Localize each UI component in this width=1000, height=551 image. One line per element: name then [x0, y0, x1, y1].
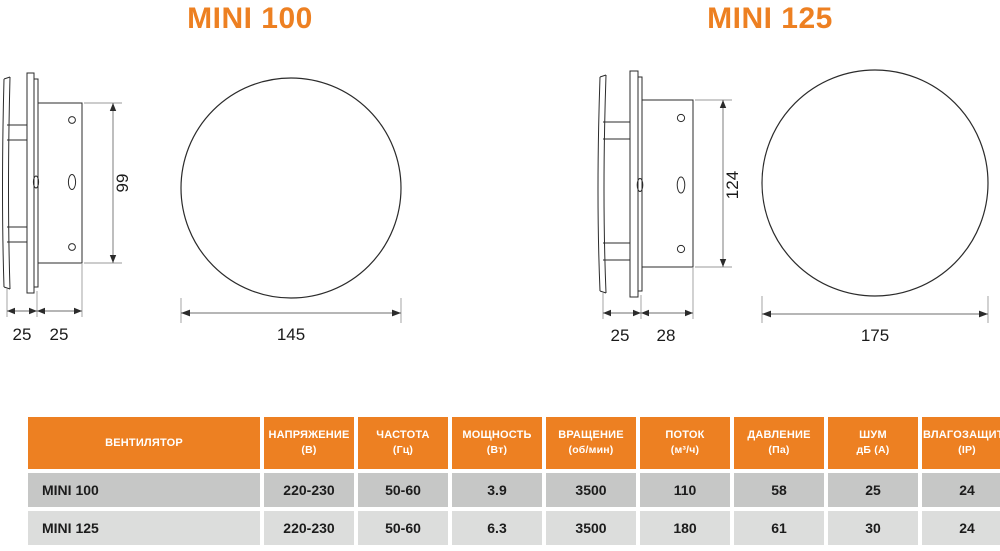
column-header-ip: ВЛАГОЗАЩИТА (IP)	[922, 417, 1000, 469]
cell-voltage: 220-230	[264, 511, 354, 545]
column-unit: (В)	[301, 444, 317, 457]
product-title-mini-100: MINI 100	[187, 2, 313, 35]
cell-ip: 24	[922, 511, 1000, 545]
dim-side-depth-body-mini-100: 25	[50, 325, 69, 344]
cell-power: 6.3	[452, 511, 542, 545]
column-unit: (IP)	[958, 444, 976, 457]
cell-noise: 25	[828, 473, 918, 507]
cell-voltage: 220-230	[264, 473, 354, 507]
column-header-frequency: ЧАСТОТА (Гц)	[358, 417, 448, 469]
cell-rotation: 3500	[546, 511, 636, 545]
column-label: ДАВЛЕНИЕ	[747, 429, 811, 442]
column-label: НАПРЯЖЕНИЕ	[268, 429, 350, 442]
column-unit: (Па)	[768, 444, 790, 457]
dim-side-height-mini-125: 124	[723, 171, 742, 199]
column-unit: (м³/ч)	[670, 444, 700, 457]
product-title-mini-125: MINI 125	[707, 2, 833, 35]
column-label: ВЛАГОЗАЩИТА	[923, 429, 1000, 442]
cell-fan-name: MINI 125	[28, 511, 260, 545]
column-unit: (Вт)	[486, 444, 508, 457]
cell-ip: 24	[922, 473, 1000, 507]
column-label: ВЕНТИЛЯТОР	[105, 436, 183, 449]
dim-side-depth-front-mini-100: 25	[13, 325, 32, 344]
face-view-mini-125: 175	[761, 69, 989, 345]
column-unit: (Гц)	[392, 444, 414, 457]
side-view-mini-125: 124 25 28	[597, 70, 742, 345]
column-header-fan: ВЕНТИЛЯТОР	[28, 417, 260, 469]
cell-fan-name: MINI 100	[28, 473, 260, 507]
side-view-mini-100: 99 25 25	[2, 72, 132, 344]
cell-frequency: 50-60	[358, 473, 448, 507]
column-label: ЧАСТОТА	[376, 429, 430, 442]
table-row: MINI 100 220-230 50-60 3.9 3500 110 58 2…	[28, 473, 1000, 507]
specifications-table: ВЕНТИЛЯТОР НАПРЯЖЕНИЕ (В) ЧАСТОТА (Гц) М…	[24, 413, 1000, 549]
cell-power: 3.9	[452, 473, 542, 507]
table-header-row: ВЕНТИЛЯТОР НАПРЯЖЕНИЕ (В) ЧАСТОТА (Гц) М…	[28, 417, 1000, 469]
cell-noise: 30	[828, 511, 918, 545]
technical-drawings-area: 99 25 25 145	[0, 55, 1000, 395]
column-unit: (об/мин)	[568, 444, 614, 457]
table-row: MINI 125 220-230 50-60 6.3 3500 180 61 3…	[28, 511, 1000, 545]
drawing-mini-125: 124 25 28 175	[580, 55, 1000, 395]
column-label: МОЩНОСТЬ	[462, 429, 532, 442]
cell-flow: 180	[640, 511, 730, 545]
column-header-noise: ШУМ дБ (А)	[828, 417, 918, 469]
dim-side-height-mini-100: 99	[113, 174, 132, 193]
dim-side-depth-front-mini-125: 25	[611, 326, 630, 345]
dim-side-depth-body-mini-125: 28	[657, 326, 676, 345]
column-header-power: МОЩНОСТЬ (Вт)	[452, 417, 542, 469]
drawing-mini-100: 99 25 25 145	[0, 55, 500, 395]
face-view-mini-100: 145	[180, 77, 402, 344]
cell-pressure: 61	[734, 511, 824, 545]
cell-pressure: 58	[734, 473, 824, 507]
cell-frequency: 50-60	[358, 511, 448, 545]
dim-diameter-mini-100: 145	[277, 325, 305, 344]
column-header-voltage: НАПРЯЖЕНИЕ (В)	[264, 417, 354, 469]
dim-diameter-mini-125: 175	[861, 326, 889, 345]
column-header-rotation: ВРАЩЕНИЕ (об/мин)	[546, 417, 636, 469]
column-header-pressure: ДАВЛЕНИЕ (Па)	[734, 417, 824, 469]
column-unit: дБ (А)	[856, 444, 890, 457]
cell-rotation: 3500	[546, 473, 636, 507]
column-header-flow: ПОТОК (м³/ч)	[640, 417, 730, 469]
column-label: ВРАЩЕНИЕ	[558, 429, 624, 442]
column-label: ШУМ	[859, 429, 887, 442]
column-label: ПОТОК	[665, 429, 705, 442]
cell-flow: 110	[640, 473, 730, 507]
